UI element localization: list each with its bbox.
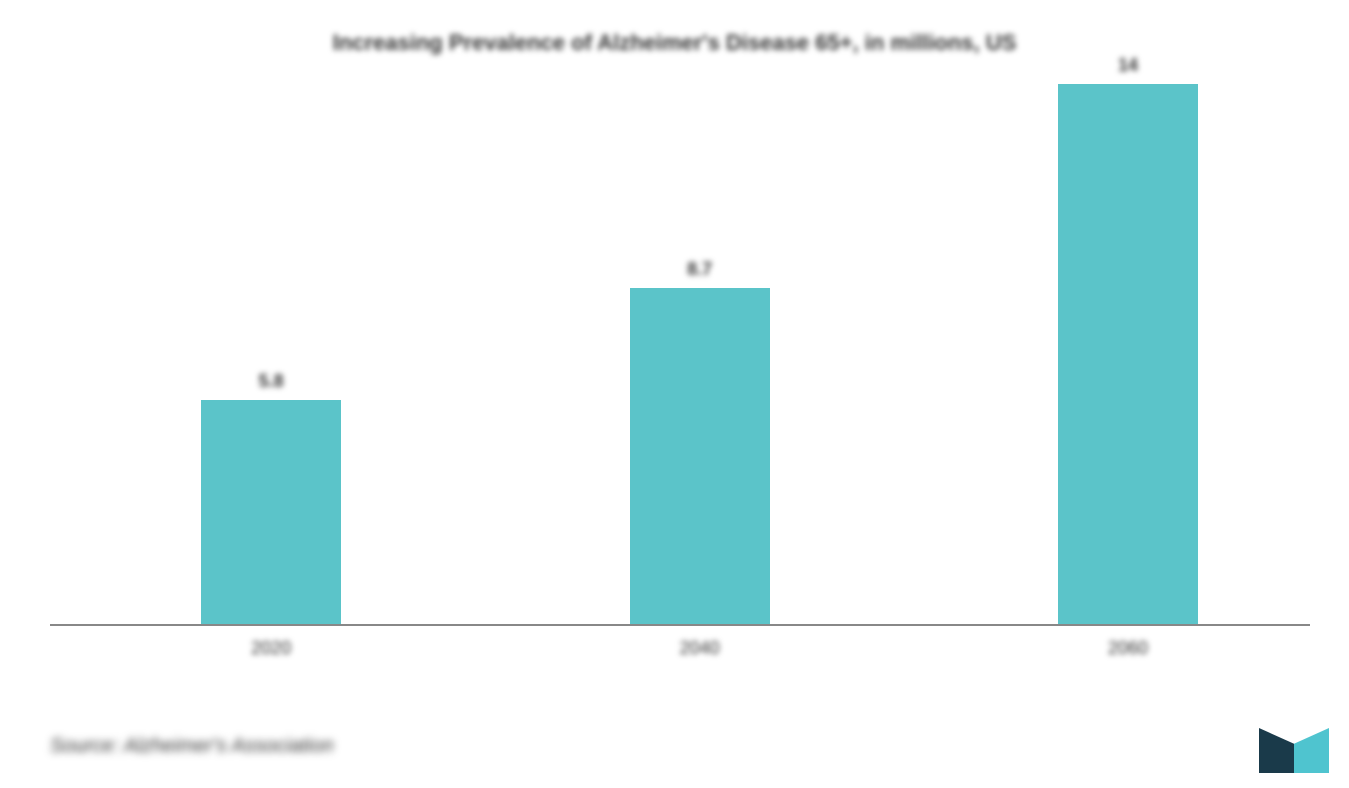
x-axis-label: 2060 [1058,638,1198,659]
bars-region: 5.8 2020 8.7 2040 14 2060 [50,76,1310,626]
x-axis-label: 2020 [201,638,341,659]
source-attribution: Source: Alzheimer's Association [50,735,334,758]
logo-shape-left [1259,728,1294,773]
bar-value-label: 5.8 [201,371,341,392]
bar-value-label: 14 [1058,55,1198,76]
brand-logo [1259,728,1329,773]
bar-0 [201,400,341,624]
bar-value-label: 8.7 [630,259,770,280]
chart-container: Increasing Prevalence of Alzheimer's Dis… [0,0,1349,788]
bar-2 [1058,84,1198,624]
x-axis-label: 2040 [630,638,770,659]
chart-title: Increasing Prevalence of Alzheimer's Dis… [40,30,1309,56]
plot-area: 5.8 2020 8.7 2040 14 2060 [50,76,1310,676]
bar-1 [630,288,770,624]
logo-shape-right [1294,728,1329,773]
